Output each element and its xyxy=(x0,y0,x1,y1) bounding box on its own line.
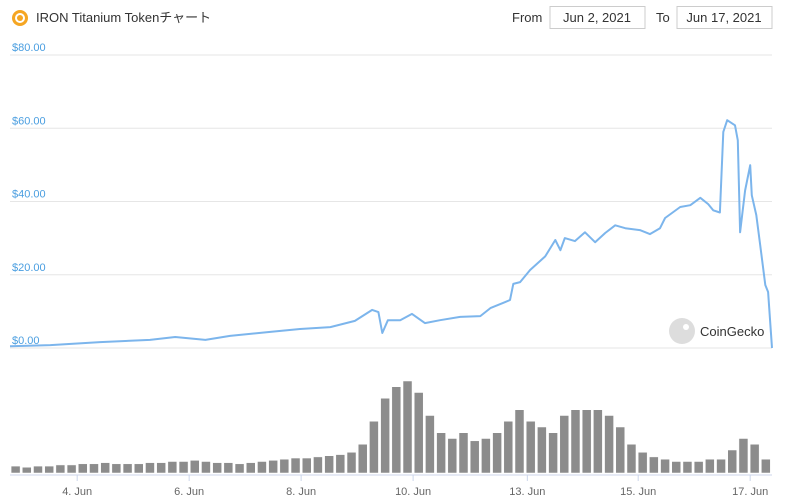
volume-bar xyxy=(279,458,290,474)
volume-bar xyxy=(671,461,682,474)
volume-bar xyxy=(178,461,189,474)
volume-bar xyxy=(346,452,357,474)
volume-bar xyxy=(593,409,603,474)
volume-bar xyxy=(78,463,88,474)
to-date[interactable]: Jun 17, 2021 xyxy=(686,10,761,25)
volume-bar xyxy=(313,456,323,474)
volume-bar xyxy=(705,458,715,474)
volume-bar xyxy=(369,421,379,474)
volume-bar xyxy=(570,409,581,474)
to-label: To xyxy=(656,10,670,25)
chart-title: IRON Titanium Tokenチャート xyxy=(36,10,211,25)
from-date[interactable]: Jun 2, 2021 xyxy=(563,10,631,25)
volume-bar xyxy=(637,452,648,474)
x-tick-label: 15. Jun xyxy=(620,486,656,498)
from-label: From xyxy=(512,10,542,25)
volume-bar xyxy=(738,438,749,474)
x-tick-label: 4. Jun xyxy=(62,486,92,498)
volume-bar xyxy=(604,415,614,474)
volume-bar xyxy=(122,463,133,474)
volume-bar xyxy=(481,438,491,474)
volume-bar xyxy=(503,421,514,474)
x-tick-label: 13. Jun xyxy=(509,486,545,498)
volume-bar xyxy=(761,458,771,474)
x-tick-label: 6. Jun xyxy=(174,486,204,498)
volume-bar xyxy=(537,426,547,474)
volume-bar xyxy=(514,409,525,474)
volume-bar xyxy=(727,449,737,474)
x-tick-label: 8. Jun xyxy=(286,486,316,498)
x-tick-label: 17. Jun xyxy=(732,486,768,498)
volume-bar xyxy=(324,455,334,474)
volume-bar xyxy=(66,464,77,474)
volume-bar xyxy=(626,444,637,474)
volume-bar xyxy=(425,415,435,474)
volume-bar xyxy=(682,461,693,474)
volume-bar xyxy=(492,432,502,474)
volume-bar xyxy=(223,462,234,474)
volume-bar xyxy=(167,461,178,474)
y-tick-label: $20.00 xyxy=(12,262,46,274)
volume-bar xyxy=(581,409,592,474)
volume-bar xyxy=(234,463,245,474)
volume-bar xyxy=(290,457,301,474)
volume-bar xyxy=(391,386,402,474)
volume-bar xyxy=(413,392,424,474)
volume-bar xyxy=(660,458,670,474)
volume-bar xyxy=(10,465,21,474)
volume-bar xyxy=(357,444,368,474)
volume-bar xyxy=(693,461,704,474)
volume-bar xyxy=(469,440,480,474)
volume-bar xyxy=(447,438,458,474)
volume-bar xyxy=(749,444,760,474)
to-input[interactable] xyxy=(676,6,773,29)
volume-bar xyxy=(301,457,312,474)
y-tick-label: $40.00 xyxy=(12,189,46,201)
volume-bar xyxy=(145,462,155,474)
volume-bar xyxy=(335,454,346,474)
y-tick-label: $60.00 xyxy=(12,115,46,127)
volume-bar xyxy=(22,467,32,474)
volume-bar xyxy=(89,463,99,474)
x-tick-label: 10. Jun xyxy=(395,486,431,498)
volume-bar xyxy=(716,458,726,474)
from-input[interactable] xyxy=(549,6,646,29)
volume-bar xyxy=(436,432,446,474)
volume-bar xyxy=(190,460,200,474)
volume-bar xyxy=(100,462,110,474)
volume-bar xyxy=(33,465,43,474)
volume-bar xyxy=(402,380,413,474)
y-tick-label: $80.00 xyxy=(12,42,46,54)
volume-bar xyxy=(44,465,54,474)
volume-bar xyxy=(257,461,267,474)
volume-bar xyxy=(268,460,278,474)
volume-bar xyxy=(559,415,570,474)
volume-bar xyxy=(201,461,211,474)
volume-bar xyxy=(111,463,122,474)
token-icon xyxy=(12,10,28,26)
volume-bar xyxy=(548,432,558,474)
volume-bar xyxy=(55,464,66,474)
watermark: CoinGecko xyxy=(669,318,764,344)
price-line xyxy=(9,119,773,349)
volume-bar xyxy=(212,462,222,474)
volume-bar xyxy=(156,462,166,474)
volume-bar xyxy=(380,398,390,474)
y-tick-label: $0.00 xyxy=(12,335,40,347)
volume-bar xyxy=(458,432,469,474)
volume-bar xyxy=(245,462,256,474)
volume-bar xyxy=(615,426,626,474)
volume-bar xyxy=(525,421,536,474)
watermark-text: CoinGecko xyxy=(700,324,764,339)
volume-bar xyxy=(134,463,144,474)
volume-bar xyxy=(649,456,659,474)
